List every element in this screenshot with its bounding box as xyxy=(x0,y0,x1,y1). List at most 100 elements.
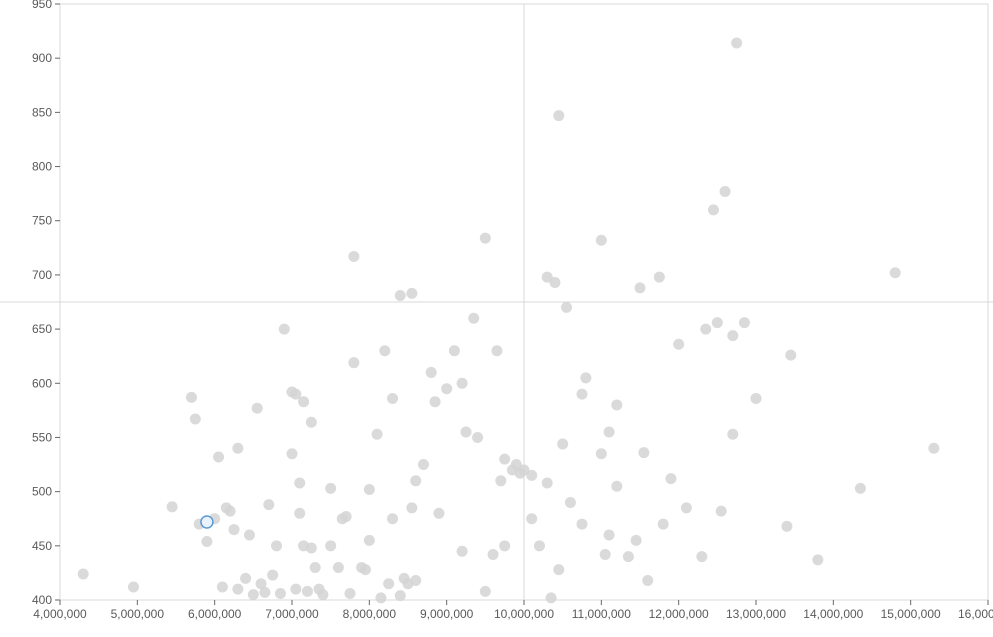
data-point[interactable] xyxy=(700,324,711,335)
data-point[interactable] xyxy=(275,588,286,599)
data-point[interactable] xyxy=(387,513,398,524)
data-point[interactable] xyxy=(720,186,731,197)
data-point[interactable] xyxy=(186,392,197,403)
data-point[interactable] xyxy=(271,540,282,551)
data-point[interactable] xyxy=(406,288,417,299)
data-point[interactable] xyxy=(325,483,336,494)
data-point[interactable] xyxy=(561,302,572,313)
data-point[interactable] xyxy=(739,317,750,328)
data-point[interactable] xyxy=(553,110,564,121)
data-point[interactable] xyxy=(294,508,305,519)
data-point[interactable] xyxy=(673,339,684,350)
data-point[interactable] xyxy=(248,589,259,600)
data-point[interactable] xyxy=(364,535,375,546)
data-point[interactable] xyxy=(290,584,301,595)
data-point[interactable] xyxy=(217,581,228,592)
data-point[interactable] xyxy=(306,542,317,553)
data-point[interactable] xyxy=(681,502,692,513)
data-point[interactable] xyxy=(461,427,472,438)
data-point[interactable] xyxy=(229,524,240,535)
data-point[interactable] xyxy=(577,389,588,400)
data-point[interactable] xyxy=(441,383,452,394)
data-point[interactable] xyxy=(534,540,545,551)
data-point[interactable] xyxy=(596,448,607,459)
data-point[interactable] xyxy=(631,535,642,546)
data-point[interactable] xyxy=(751,393,762,404)
data-point[interactable] xyxy=(410,475,421,486)
data-point[interactable] xyxy=(577,519,588,530)
data-point[interactable] xyxy=(167,501,178,512)
data-point[interactable] xyxy=(708,204,719,215)
data-point[interactable] xyxy=(928,443,939,454)
data-point[interactable] xyxy=(325,540,336,551)
data-point[interactable] xyxy=(731,38,742,49)
data-point[interactable] xyxy=(240,573,251,584)
data-point[interactable] xyxy=(294,477,305,488)
data-point[interactable] xyxy=(298,396,309,407)
data-point[interactable] xyxy=(611,399,622,410)
data-point[interactable] xyxy=(658,519,669,530)
data-point[interactable] xyxy=(499,540,510,551)
highlighted-data-point[interactable] xyxy=(201,516,213,528)
data-point[interactable] xyxy=(727,330,738,341)
data-point[interactable] xyxy=(232,443,243,454)
data-point[interactable] xyxy=(383,578,394,589)
data-point[interactable] xyxy=(812,554,823,565)
data-point[interactable] xyxy=(395,590,406,601)
data-point[interactable] xyxy=(604,427,615,438)
data-point[interactable] xyxy=(781,521,792,532)
data-point[interactable] xyxy=(526,470,537,481)
data-point[interactable] xyxy=(600,549,611,560)
data-point[interactable] xyxy=(890,267,901,278)
data-point[interactable] xyxy=(263,499,274,510)
data-point[interactable] xyxy=(480,233,491,244)
data-point[interactable] xyxy=(785,350,796,361)
data-point[interactable] xyxy=(488,549,499,560)
data-point[interactable] xyxy=(225,506,236,517)
data-point[interactable] xyxy=(472,432,483,443)
data-point[interactable] xyxy=(696,551,707,562)
data-point[interactable] xyxy=(565,497,576,508)
data-point[interactable] xyxy=(360,564,371,575)
data-point[interactable] xyxy=(611,481,622,492)
data-point[interactable] xyxy=(395,290,406,301)
data-point[interactable] xyxy=(287,448,298,459)
data-point[interactable] xyxy=(259,587,270,598)
data-point[interactable] xyxy=(665,473,676,484)
data-point[interactable] xyxy=(468,313,479,324)
data-point[interactable] xyxy=(855,483,866,494)
data-point[interactable] xyxy=(310,562,321,573)
data-point[interactable] xyxy=(495,475,506,486)
data-point[interactable] xyxy=(712,317,723,328)
data-point[interactable] xyxy=(302,586,313,597)
data-point[interactable] xyxy=(457,546,468,557)
data-point[interactable] xyxy=(642,575,653,586)
data-point[interactable] xyxy=(379,345,390,356)
data-point[interactable] xyxy=(267,570,278,581)
data-point[interactable] xyxy=(549,277,560,288)
data-point[interactable] xyxy=(333,562,344,573)
data-point[interactable] xyxy=(348,251,359,262)
data-point[interactable] xyxy=(546,592,557,603)
data-point[interactable] xyxy=(341,511,352,522)
data-point[interactable] xyxy=(128,581,139,592)
data-point[interactable] xyxy=(433,508,444,519)
data-point[interactable] xyxy=(387,393,398,404)
data-point[interactable] xyxy=(426,367,437,378)
data-point[interactable] xyxy=(406,502,417,513)
data-point[interactable] xyxy=(375,592,386,603)
data-point[interactable] xyxy=(190,414,201,425)
data-point[interactable] xyxy=(372,429,383,440)
data-point[interactable] xyxy=(213,451,224,462)
data-point[interactable] xyxy=(596,235,607,246)
data-point[interactable] xyxy=(252,403,263,414)
data-point[interactable] xyxy=(449,345,460,356)
data-point[interactable] xyxy=(557,438,568,449)
data-point[interactable] xyxy=(410,575,421,586)
data-point[interactable] xyxy=(542,477,553,488)
data-point[interactable] xyxy=(491,345,502,356)
data-point[interactable] xyxy=(201,536,212,547)
data-point[interactable] xyxy=(480,586,491,597)
data-point[interactable] xyxy=(345,588,356,599)
data-point[interactable] xyxy=(457,378,468,389)
